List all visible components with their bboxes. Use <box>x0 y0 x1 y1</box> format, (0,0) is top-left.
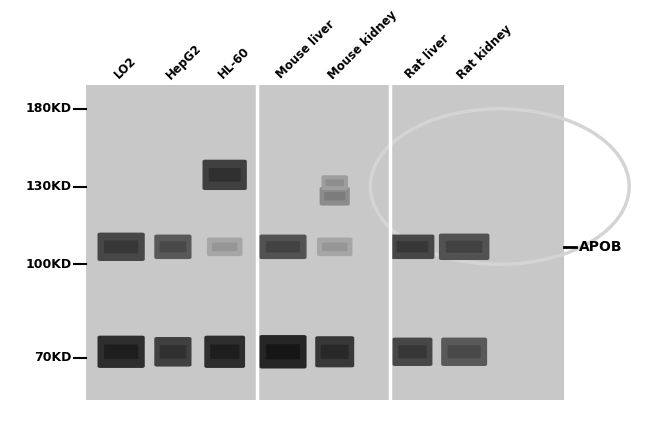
FancyBboxPatch shape <box>204 335 245 368</box>
FancyBboxPatch shape <box>266 241 300 252</box>
FancyBboxPatch shape <box>160 241 186 252</box>
Text: 180KD: 180KD <box>25 102 72 115</box>
FancyBboxPatch shape <box>391 235 434 259</box>
FancyBboxPatch shape <box>210 344 239 359</box>
FancyBboxPatch shape <box>393 338 432 366</box>
FancyBboxPatch shape <box>98 335 145 368</box>
FancyBboxPatch shape <box>441 338 487 366</box>
Text: HepG2: HepG2 <box>164 41 204 82</box>
Text: HL-60: HL-60 <box>216 45 252 82</box>
Text: LO2: LO2 <box>112 54 139 82</box>
Text: Rat liver: Rat liver <box>403 33 452 82</box>
FancyBboxPatch shape <box>446 241 482 253</box>
FancyBboxPatch shape <box>154 235 192 259</box>
FancyBboxPatch shape <box>104 240 138 253</box>
FancyBboxPatch shape <box>98 233 145 261</box>
FancyBboxPatch shape <box>398 345 427 358</box>
Text: 130KD: 130KD <box>25 180 72 193</box>
FancyBboxPatch shape <box>104 344 138 359</box>
FancyBboxPatch shape <box>326 179 344 186</box>
FancyBboxPatch shape <box>315 336 354 367</box>
FancyBboxPatch shape <box>448 345 481 358</box>
Text: 70KD: 70KD <box>34 351 72 364</box>
Text: Mouse kidney: Mouse kidney <box>326 8 399 82</box>
FancyBboxPatch shape <box>154 337 192 366</box>
FancyBboxPatch shape <box>160 345 186 359</box>
FancyBboxPatch shape <box>320 345 348 359</box>
FancyBboxPatch shape <box>324 192 345 200</box>
Text: Rat kidney: Rat kidney <box>455 22 514 82</box>
FancyBboxPatch shape <box>207 238 242 256</box>
Text: APOB: APOB <box>578 240 622 254</box>
FancyBboxPatch shape <box>259 235 307 259</box>
Text: Mouse liver: Mouse liver <box>274 18 337 82</box>
FancyBboxPatch shape <box>322 175 348 190</box>
FancyBboxPatch shape <box>212 242 237 251</box>
FancyBboxPatch shape <box>322 242 347 251</box>
FancyBboxPatch shape <box>266 344 300 360</box>
FancyBboxPatch shape <box>209 168 240 182</box>
FancyBboxPatch shape <box>317 238 352 256</box>
Bar <box>86 85 564 400</box>
FancyBboxPatch shape <box>396 241 428 252</box>
Text: 100KD: 100KD <box>25 258 72 271</box>
FancyBboxPatch shape <box>259 335 307 369</box>
FancyBboxPatch shape <box>439 233 489 260</box>
FancyBboxPatch shape <box>320 187 350 205</box>
FancyBboxPatch shape <box>203 160 247 190</box>
